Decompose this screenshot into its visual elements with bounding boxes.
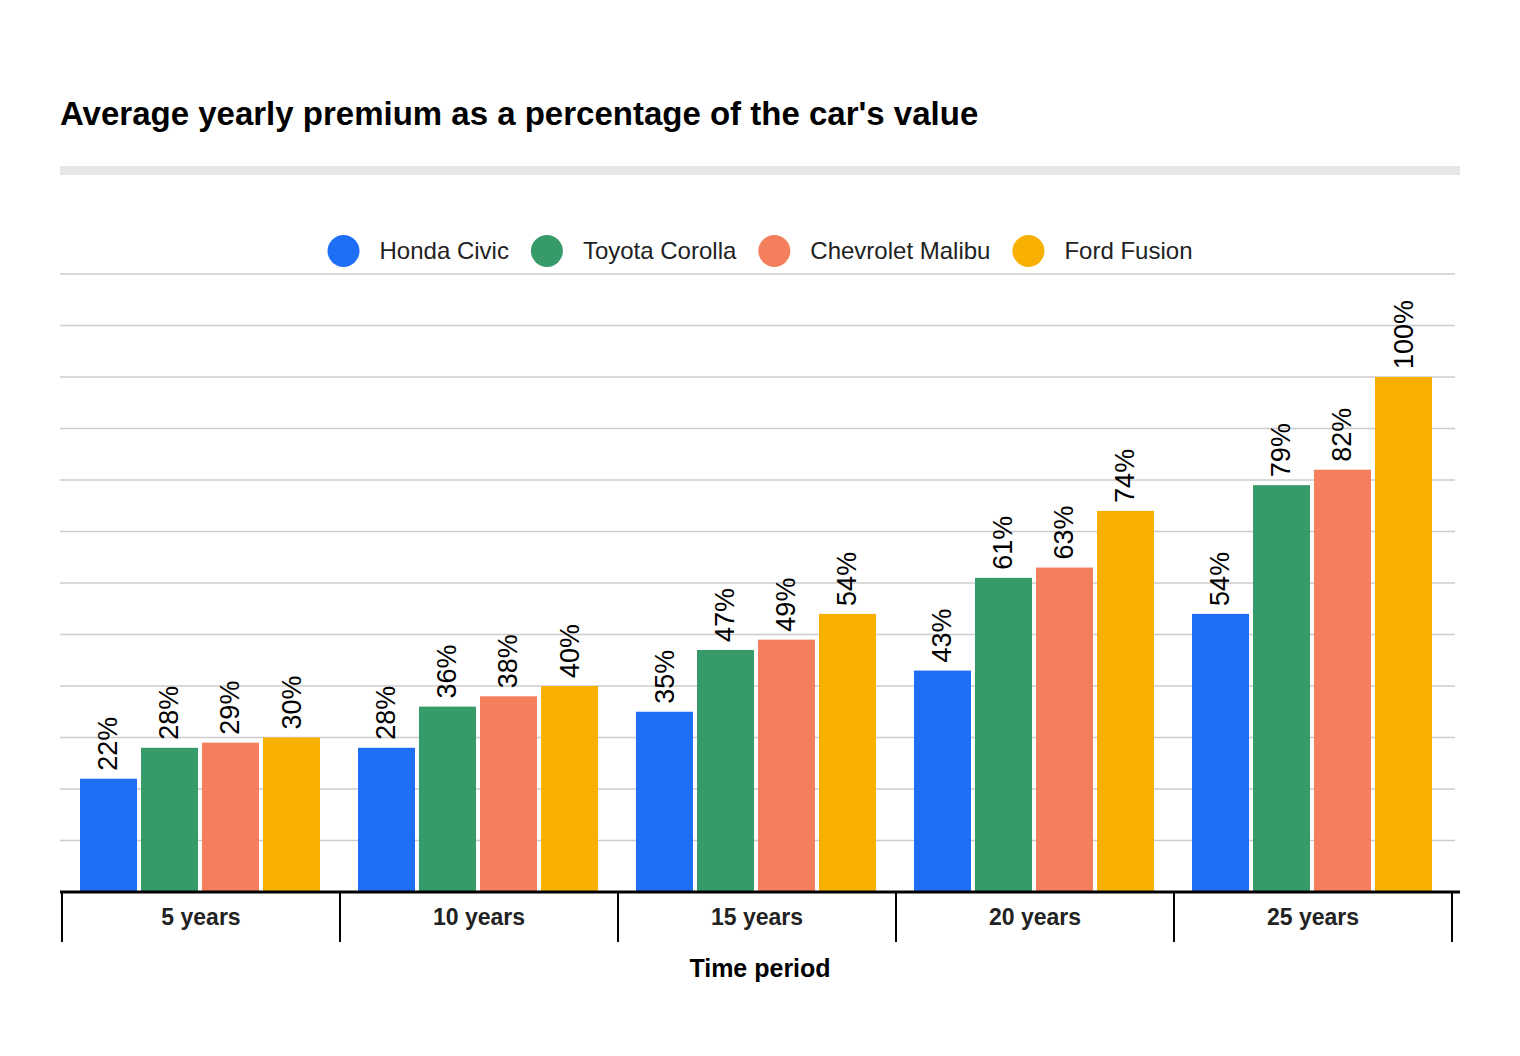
legend-label: Ford Fusion	[1064, 237, 1192, 264]
legend-swatch	[328, 235, 360, 267]
data-label: 36%	[433, 645, 463, 699]
grid-line	[60, 428, 1455, 430]
x-tick-label: 25 years	[1267, 904, 1359, 930]
bar	[636, 712, 693, 892]
category-separator	[61, 892, 63, 942]
bar	[202, 743, 259, 892]
legend-swatch	[531, 235, 563, 267]
data-label: 30%	[277, 675, 307, 729]
bar	[758, 640, 815, 892]
x-axis-label: Time period	[689, 954, 830, 982]
grid-line	[60, 376, 1455, 378]
bars	[80, 377, 1432, 892]
chart-title: Average yearly premium as a percentage o…	[60, 95, 978, 132]
legend-swatch	[758, 235, 790, 267]
bar	[1192, 614, 1249, 892]
data-label: 38%	[494, 634, 524, 688]
bar	[1253, 485, 1310, 892]
x-tick-label: 15 years	[711, 904, 803, 930]
x-tick-label: 10 years	[433, 904, 525, 930]
title-rule	[60, 166, 1460, 175]
legend-swatch	[1012, 235, 1044, 267]
x-tick-label: 20 years	[989, 904, 1081, 930]
bar	[480, 696, 537, 892]
bar	[263, 738, 320, 893]
x-axis-line	[60, 891, 1460, 894]
legend-label: Toyota Corolla	[583, 237, 737, 264]
legend-label: Honda Civic	[380, 237, 509, 264]
data-label: 22%	[94, 717, 124, 771]
data-label: 54%	[1206, 552, 1236, 606]
data-label: 28%	[372, 686, 402, 740]
legend-label: Chevrolet Malibu	[810, 237, 990, 264]
data-label: 54%	[833, 552, 863, 606]
data-label: 63%	[1050, 506, 1080, 560]
bar	[419, 707, 476, 892]
legend: Honda Civic Toyota Corolla Chevrolet Malib…	[328, 235, 1193, 267]
category-separator	[1451, 892, 1453, 942]
data-label: 61%	[989, 516, 1019, 570]
bar	[1097, 511, 1154, 892]
x-tick-label: 5 years	[161, 904, 240, 930]
data-label: 74%	[1111, 449, 1141, 503]
data-label: 29%	[216, 681, 246, 735]
bar	[914, 671, 971, 892]
legend-item: Chevrolet Malibu	[758, 235, 990, 267]
data-label: 40%	[555, 624, 585, 678]
data-label: 100%	[1389, 300, 1419, 369]
data-label: 35%	[650, 650, 680, 704]
bar	[1036, 568, 1093, 892]
bar	[1314, 470, 1371, 892]
data-labels: 22% 28% 35% 43% 54% 28% 36% 47% 61% 79% 29% 38% 49% 6…	[94, 300, 1419, 771]
category-separator	[895, 892, 897, 942]
legend-item: Ford Fusion	[1012, 235, 1192, 267]
bar	[1375, 377, 1432, 892]
grid-line	[60, 531, 1455, 533]
data-label: 82%	[1328, 408, 1358, 462]
data-label: 49%	[772, 578, 802, 632]
category-separator	[339, 892, 341, 942]
grid	[60, 274, 1455, 892]
legend-item: Honda Civic	[328, 235, 509, 267]
bar	[819, 614, 876, 892]
grid-line	[60, 479, 1455, 481]
bar	[541, 686, 598, 892]
chart-container: Average yearly premium as a percentage o…	[0, 0, 1520, 1056]
bar	[975, 578, 1032, 892]
grid-line	[60, 325, 1455, 327]
bar	[80, 779, 137, 892]
data-label: 28%	[155, 686, 185, 740]
category-separator	[1173, 892, 1175, 942]
bar	[141, 748, 198, 892]
data-label: 43%	[928, 609, 958, 663]
data-label: 79%	[1267, 423, 1297, 477]
legend-item: Toyota Corolla	[531, 235, 737, 267]
data-label: 47%	[711, 588, 741, 642]
category-separator	[617, 892, 619, 942]
grid-line	[60, 273, 1455, 275]
bar	[358, 748, 415, 892]
chart-svg: Average yearly premium as a percentage o…	[0, 0, 1520, 1056]
grid-line	[60, 582, 1455, 584]
bar	[697, 650, 754, 892]
